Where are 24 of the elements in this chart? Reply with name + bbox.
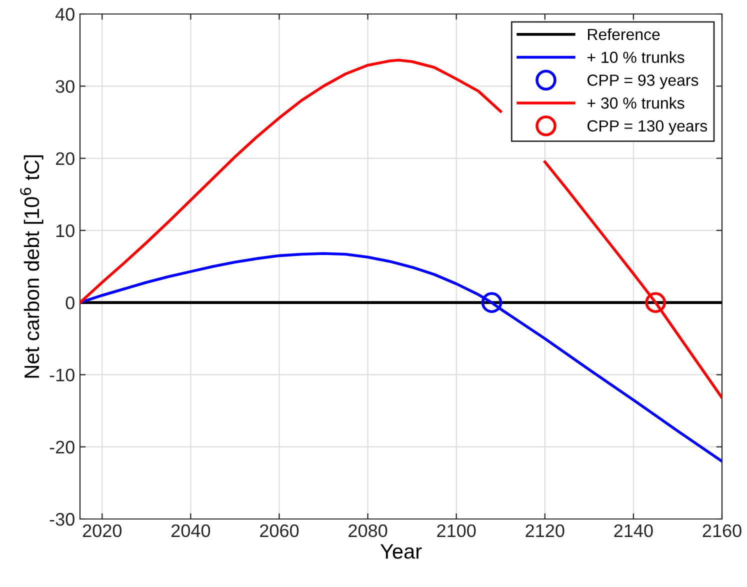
x-axis-title: Year <box>380 544 422 559</box>
x-tick-label: 2100 <box>437 524 476 538</box>
x-tick-label: 2040 <box>172 524 210 538</box>
y-tick-label: -30 <box>50 512 74 526</box>
x-tick-label: 2060 <box>260 524 299 538</box>
legend-label: Reference <box>588 28 660 40</box>
x-tick-label: 2160 <box>702 524 742 538</box>
y-tick-label: 30 <box>56 80 74 93</box>
legend-label: CPP = 130 years <box>588 120 708 135</box>
legend-label: + 30 % trunks <box>588 97 684 109</box>
y-axis-title: Net carbon debt [10$^{6}$ tC] <box>20 155 44 378</box>
y-tick-label: 40 <box>55 8 74 21</box>
legend-label: + 10 % trunks <box>588 51 684 63</box>
x-tick-label: 2020 <box>82 524 122 538</box>
y-tick-label: 0 <box>66 296 74 310</box>
y-tick-label: 20 <box>56 152 74 166</box>
x-tick-label: 2120 <box>526 524 564 538</box>
x-tick-label: 2140 <box>614 524 653 538</box>
legend-label: CPP = 93 years <box>588 74 698 90</box>
y-tick-label: -20 <box>50 440 74 454</box>
x-tick-label: 2080 <box>348 524 388 538</box>
y-tick-label: -10 <box>50 368 74 382</box>
line-series <box>80 252 722 463</box>
y-tick-label: 10 <box>56 224 74 238</box>
